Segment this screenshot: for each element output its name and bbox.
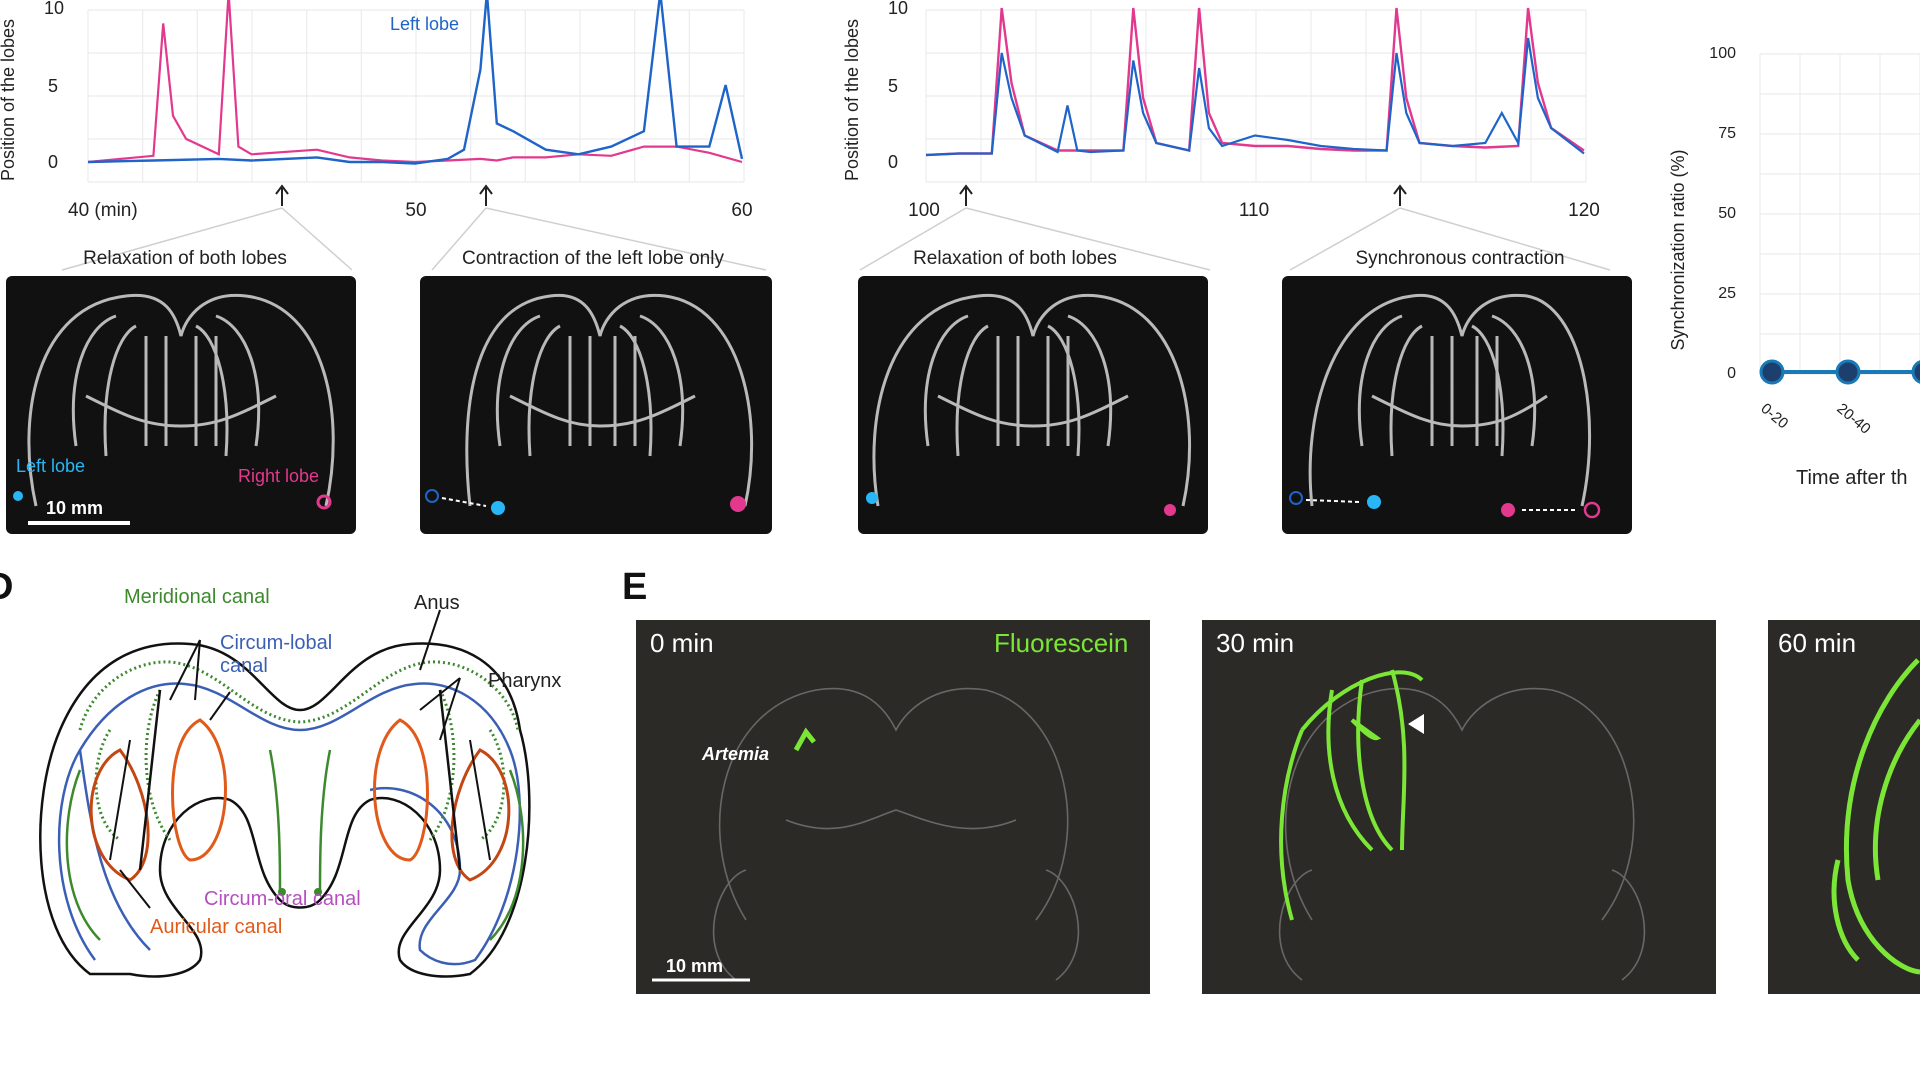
sync-point-2 bbox=[1911, 360, 1920, 384]
ctenophore-photo-2 bbox=[425, 293, 754, 515]
fluorescence-frame-60: 60 min bbox=[1768, 620, 1920, 994]
sync-xlabel: Time after th bbox=[1796, 467, 1908, 489]
fluorescence-image-60 bbox=[1831, 658, 1920, 975]
chart-b-xtick-40: 40 (min) bbox=[68, 200, 138, 221]
artemia-label: Artemia bbox=[702, 744, 770, 764]
trace-chart-b: Position of the lobes 0 5 10 Left lobe 4… bbox=[0, 0, 753, 221]
trace-chart-c: Position of the lobes 0 5 10 100 110 120 bbox=[842, 0, 1600, 221]
panel-b-callouts bbox=[61, 184, 767, 271]
chart-b-left-lobe-line bbox=[87, 0, 744, 165]
left-lobe-label: Left lobe bbox=[16, 456, 86, 476]
chart-b-series-label: Left lobe bbox=[390, 14, 459, 34]
chart-b-right-lobe-line bbox=[87, 0, 743, 164]
sync-ytick-50: 50 bbox=[1718, 205, 1736, 222]
chart-b-xtick-60: 60 bbox=[731, 200, 752, 221]
left-lobe-marker bbox=[13, 491, 23, 501]
label-meridional-canal: Meridional canal bbox=[124, 586, 270, 608]
caption-c-relaxation: Relaxation of both lobes bbox=[913, 248, 1117, 269]
chart-c-ylabel: Position of the lobes bbox=[842, 19, 862, 181]
panel-letter-d: D bbox=[0, 566, 13, 609]
photo-relaxation-c bbox=[858, 276, 1208, 534]
chart-c-ytick-5: 5 bbox=[888, 76, 898, 96]
photo-contraction-left bbox=[420, 276, 772, 534]
fluorescein-canals bbox=[1279, 669, 1424, 921]
chart-b-gridlines bbox=[87, 9, 745, 183]
label-circum-oral-canal: Circum-oral canal bbox=[204, 888, 361, 910]
chart-c-ytick-10: 10 bbox=[888, 0, 908, 18]
caption-c-synchronous: Synchronous contraction bbox=[1355, 248, 1565, 269]
chart-b-xtick-50: 50 bbox=[405, 200, 426, 221]
right-lobe-label: Right lobe bbox=[238, 466, 320, 486]
chart-b-ytick-10: 10 bbox=[44, 0, 64, 18]
photo-synchronous bbox=[1282, 276, 1632, 534]
label-circum-lobal-canal: Circum-lobal canal bbox=[220, 632, 333, 677]
fluorescence-image-0 bbox=[652, 687, 1080, 982]
sync-ratio-chart: Synchronization ratio (%) 0 25 50 75 100… bbox=[1668, 45, 1920, 489]
chart-b-ylabel: Position of the lobes bbox=[0, 19, 18, 181]
chart-b-ytick-0: 0 bbox=[48, 152, 58, 172]
chart-c-xtick-100: 100 bbox=[908, 200, 940, 221]
sync-series bbox=[1759, 359, 1920, 385]
artemia-mark bbox=[793, 727, 816, 752]
fluorescein-label: Fluorescein bbox=[994, 628, 1129, 658]
chart-c-gridlines bbox=[925, 9, 1587, 183]
scale-bar-label-b: 10 mm bbox=[46, 498, 104, 518]
fluorescence-frame-30: 30 min bbox=[1202, 620, 1716, 994]
caption-b-relaxation: Relaxation of both lobes bbox=[83, 248, 287, 269]
chart-b-ytick-5: 5 bbox=[48, 76, 58, 96]
sync-point-1 bbox=[1835, 359, 1861, 385]
ctenophore-photo-3 bbox=[866, 293, 1192, 516]
fluorescence-frame-0: 0 min Fluorescein Artemia 10 mm bbox=[636, 620, 1150, 994]
chart-c-xtick-120: 120 bbox=[1568, 200, 1600, 221]
right-lobe-marker bbox=[316, 494, 332, 510]
sync-gridlines bbox=[1759, 53, 1920, 375]
ctenophore-photo-1 bbox=[13, 293, 335, 525]
sync-ylabel: Synchronization ratio (%) bbox=[1668, 149, 1688, 350]
frame-label-60: 60 min bbox=[1778, 628, 1857, 658]
sync-xtick-1: 20-40 bbox=[1833, 400, 1873, 438]
scale-bar-label-e: 10 mm bbox=[666, 956, 724, 976]
ctenophore-photo-4 bbox=[1289, 293, 1601, 519]
frame-label-30: 30 min bbox=[1216, 628, 1295, 658]
label-anus: Anus bbox=[414, 592, 460, 614]
sync-ytick-25: 25 bbox=[1718, 285, 1736, 302]
photo-relaxation-b: Left lobe Right lobe 10 mm bbox=[6, 276, 356, 534]
frame-label-0: 0 min bbox=[650, 628, 714, 658]
panel-letter-e: E bbox=[622, 566, 648, 608]
sync-xtick-0: 0-20 bbox=[1757, 400, 1791, 432]
label-auricular-canal: Auricular canal bbox=[150, 916, 283, 938]
sync-point-0 bbox=[1759, 359, 1785, 385]
sync-ytick-100: 100 bbox=[1709, 45, 1736, 62]
chart-c-xtick-110: 110 bbox=[1239, 200, 1269, 221]
fluorescence-image-30 bbox=[1278, 669, 1646, 981]
canal-diagram bbox=[39, 609, 531, 978]
caption-b-contraction-left: Contraction of the left lobe only bbox=[462, 248, 724, 269]
panel-c-callouts bbox=[859, 184, 1611, 271]
sync-ytick-0: 0 bbox=[1727, 365, 1736, 382]
chart-c-ytick-0: 0 bbox=[888, 152, 898, 172]
label-pharynx: Pharynx bbox=[488, 670, 562, 692]
chart-c-left-lobe-line bbox=[925, 37, 1585, 157]
sync-ytick-75: 75 bbox=[1718, 125, 1736, 142]
